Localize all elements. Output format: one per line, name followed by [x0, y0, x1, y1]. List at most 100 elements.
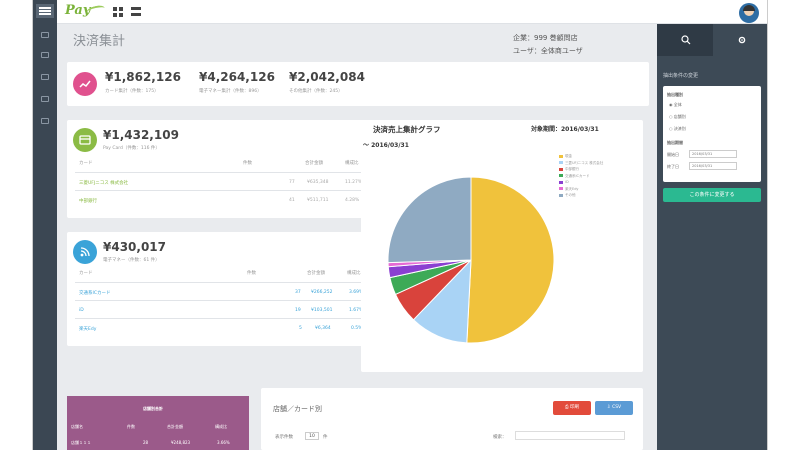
radio-payment[interactable]: ○ 決済別: [669, 126, 686, 131]
emoney-row-name[interactable]: 交通系ICカード: [79, 291, 111, 296]
card-row-ratio: 4.28%: [345, 198, 360, 203]
card-row-count: 77: [289, 180, 295, 185]
legend-swatch: [559, 174, 563, 177]
avatar[interactable]: [739, 3, 759, 23]
store-line: 企業：999 巻顧問店: [513, 34, 578, 42]
emoney-row-name[interactable]: 楽天Edy: [79, 327, 97, 332]
app-logo[interactable]: Pay: [65, 3, 91, 18]
emoney-th-ratio: 構成比: [347, 271, 361, 276]
store-summary-card: 店舗別合計 店舗名 件数 合計金額 構成比 店舗１１１ 28 ¥248,823 …: [67, 396, 249, 450]
nav-chart-icon[interactable]: [41, 118, 49, 124]
tab-settings[interactable]: [713, 24, 767, 56]
show-count-select[interactable]: 10: [305, 432, 319, 440]
legend-item[interactable]: その他: [559, 193, 576, 198]
legend-item[interactable]: iD: [559, 180, 569, 184]
user-line: ユーザ：全体商ユーザ: [513, 47, 583, 55]
legend-label: その他: [565, 193, 576, 197]
tab-search[interactable]: [657, 24, 713, 56]
apply-filter-button[interactable]: この条件に変更する: [663, 188, 761, 202]
emoney-row-count: 37: [295, 290, 301, 295]
legend-label: 三菱UFJニコス 株式会社: [565, 160, 604, 165]
chart-title: 決済売上集計グラフ: [373, 125, 441, 134]
card-row-name[interactable]: 三菱UFJニコス 株式会社: [79, 181, 129, 186]
store-card-title: 店舗／カード別: [273, 405, 322, 413]
legend-swatch: [559, 187, 563, 190]
card-row-ratio: 11.27%: [345, 180, 363, 185]
legend-swatch: [559, 193, 563, 197]
store-th-count: 件数: [127, 424, 135, 429]
pie-chart-card: 決済売上集計グラフ 対象期間：2016/03/31 ～ 2016/03/31 現…: [361, 120, 643, 372]
legend-swatch: [559, 161, 563, 164]
list-icon[interactable]: [131, 7, 141, 16]
legend-item[interactable]: 中部銀行: [559, 167, 579, 172]
legend-item[interactable]: 交通系ICカード: [559, 174, 589, 179]
menu-icon[interactable]: [36, 4, 54, 18]
end-date-label: 終了日: [667, 164, 679, 169]
legend-swatch: [559, 167, 563, 171]
emoney-row-amount: ¥6,364: [315, 326, 331, 331]
legend-item[interactable]: 三菱UFJニコス 株式会社: [559, 161, 603, 166]
nav-list-icon[interactable]: [41, 52, 49, 58]
summary-chart-icon: [73, 72, 97, 96]
pie-chart: [387, 176, 555, 344]
page-title: 決済集計: [73, 34, 126, 49]
pie-slice-0[interactable]: [466, 176, 555, 344]
legend-label: 現金: [565, 154, 572, 158]
emoney-total-sub: 電子マネー（件数：61 件）: [103, 258, 160, 263]
emoney-block: ¥430,017 電子マネー（件数：61 件） カード 件数 合計金額 構成比 …: [67, 232, 381, 346]
csv-button[interactable]: ⇩ CSV: [595, 401, 633, 415]
radio-store[interactable]: ○ 店舗別: [669, 114, 686, 119]
emoney-th-amount: 合計金額: [307, 271, 325, 276]
nav-card-icon[interactable]: [41, 74, 49, 80]
summary-card: ¥1,862,126 カード集計（件数：175） ¥4,264,126 電子マネ…: [67, 62, 649, 106]
card-row-amount: ¥511,711: [307, 198, 329, 203]
print-button[interactable]: ⎙ 印刷: [553, 401, 591, 415]
search-label: 検索：: [493, 435, 507, 440]
radio-all[interactable]: ◉ 全体: [669, 102, 682, 107]
card-th-count: 件数: [243, 161, 252, 166]
store-row-amount: ¥248,823: [171, 440, 191, 445]
gear-icon: [738, 36, 746, 44]
start-date-label: 開始日: [667, 152, 679, 157]
emoney-row-amount: ¥103,501: [311, 308, 333, 313]
legend-swatch: [559, 180, 563, 184]
start-date-input[interactable]: 2016/03/31: [689, 150, 737, 158]
card-block: ¥1,432,109 Pay Card（件数：116 件） カード 件数 合計金…: [67, 120, 381, 218]
end-date-input[interactable]: 2016/03/31: [689, 162, 737, 170]
rss-icon: [73, 240, 97, 264]
left-nav: [33, 0, 57, 450]
summary-amount-card: ¥1,862,126: [105, 70, 181, 84]
card-th-amount: 合計金額: [305, 161, 323, 166]
card-row-count: 41: [289, 198, 295, 203]
nav-home-icon[interactable]: [41, 32, 49, 38]
chart-period: 対象期間：2016/03/31: [531, 126, 599, 133]
app-frame: Pay 決済集計 企業：999 巻顧問店 ユーザ：全体商ユーザ ¥1,862,1…: [32, 0, 768, 450]
emoney-row-name[interactable]: iD: [79, 308, 84, 313]
search-input[interactable]: [515, 431, 625, 440]
emoney-row-ratio: 1.67%: [349, 308, 364, 313]
store-th-name: 店舗名: [71, 424, 83, 429]
nav-check-icon[interactable]: [41, 96, 49, 102]
legend-label: 交通系ICカード: [565, 173, 590, 178]
summary-amount-other: ¥2,042,084: [289, 70, 365, 84]
store-row-ratio: 3.66%: [217, 440, 230, 445]
store-row-count: 28: [143, 440, 149, 445]
radio-store-label: 店舗別: [673, 114, 686, 119]
csv-button-label: CSV: [612, 405, 622, 410]
card-row-name[interactable]: 中部銀行: [79, 199, 97, 204]
card-row-divider: [75, 190, 373, 191]
emoney-header-divider: [75, 282, 373, 283]
legend-item[interactable]: 現金: [559, 154, 572, 159]
emoney-row-divider: [75, 300, 373, 301]
legend-item[interactable]: 楽天Edy: [559, 187, 579, 192]
emoney-total-amount: ¥430,017: [103, 240, 167, 254]
pie-slice-6[interactable]: [387, 176, 472, 264]
emoney-row-ratio: 0.5%: [351, 326, 363, 331]
date-label: 抽出期間: [667, 140, 683, 145]
emoney-row-amount: ¥266,252: [311, 290, 333, 295]
emoney-row-count: 19: [295, 308, 301, 313]
emoney-th-count: 件数: [247, 271, 256, 276]
card-header-divider: [75, 172, 373, 173]
top-bar: Pay: [33, 0, 767, 24]
grid-icon[interactable]: [113, 7, 123, 17]
